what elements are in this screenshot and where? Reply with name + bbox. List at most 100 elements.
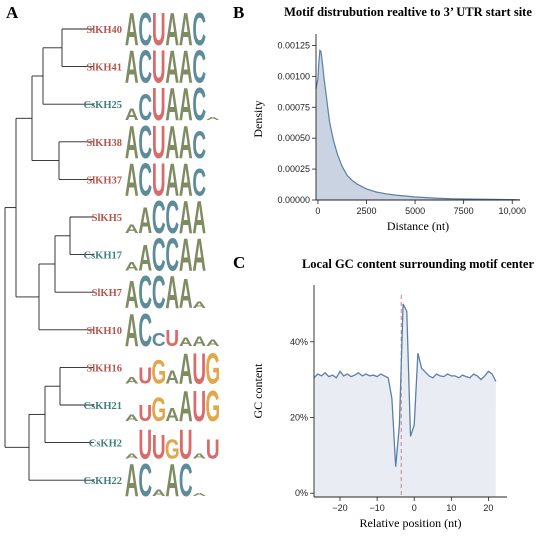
density-chart: Motif distrubution realtive to 3’ UTR st…	[251, 5, 532, 233]
logo-letter: A	[192, 333, 206, 349]
logo-letter: U	[152, 4, 166, 55]
x-tick-label: −10	[369, 503, 384, 513]
gc-content-chart: Local GC content surrounding motif cente…	[251, 257, 534, 530]
logo-letter: A	[192, 192, 206, 243]
logo-letter: A	[192, 453, 206, 461]
logo-letter: A	[152, 488, 166, 499]
logo-letter: C	[152, 230, 166, 281]
x-tick-label: 5000	[405, 206, 425, 216]
logo-letter: C	[192, 4, 206, 55]
x-tick-label: −20	[332, 503, 347, 513]
phylogenetic-tree	[4, 28, 94, 481]
x-axis-label: Distance (nt)	[387, 219, 449, 233]
gc-line	[313, 303, 497, 467]
logo-letter: A	[125, 42, 139, 93]
logo-letter: A	[138, 238, 152, 279]
logo-letter: A	[179, 4, 193, 55]
density-line	[315, 48, 521, 201]
logo-letter: C	[138, 4, 152, 55]
x-tick-label: 10	[446, 503, 456, 513]
logo-letter: A	[125, 4, 139, 55]
logo-letter: A	[179, 42, 193, 93]
logo-letter: C	[179, 456, 193, 507]
logo-letter: A	[179, 230, 193, 281]
logo-letter: U	[206, 434, 220, 465]
logo-letter: A	[206, 116, 220, 121]
gc-area	[314, 303, 496, 497]
logo-letter: G	[205, 382, 220, 431]
leaf-label: CsKH21	[83, 401, 122, 412]
logo-letter: C	[152, 329, 166, 350]
logo-letter: A	[179, 344, 193, 393]
leaf-label: SlKH16	[86, 363, 122, 374]
logo-letter: C	[192, 80, 206, 131]
logo-letter: U	[138, 421, 152, 467]
logo-letter: A	[125, 375, 139, 386]
logo-letter: C	[138, 117, 152, 168]
y-tick-label: 0.00000	[277, 195, 310, 205]
logo-letter: A	[125, 273, 139, 318]
leaf-label: SlKH10	[86, 326, 122, 337]
logo-letter: A	[125, 261, 139, 273]
logo-letter: A	[125, 305, 139, 356]
logo-letter: U	[165, 326, 179, 351]
leaf-label: CsKH2	[89, 439, 122, 450]
logo-letter: U	[138, 401, 152, 426]
x-tick-label: 20	[483, 503, 493, 513]
logo-letter: G	[165, 434, 180, 465]
y-tick-label: 0%	[295, 488, 308, 498]
y-tick-label: 0.00100	[277, 71, 310, 81]
logo-letter: C	[138, 88, 152, 129]
logo-letter: A	[138, 200, 152, 241]
logo-letter: A	[165, 404, 179, 425]
leaf-label: CsKH17	[83, 251, 122, 262]
leaf-label: SlKH41	[86, 63, 122, 74]
logo-letter: U	[138, 364, 152, 389]
logo-letter: A	[206, 338, 220, 349]
logo-letter: A	[179, 382, 193, 431]
logo-letter: A	[179, 271, 193, 317]
y-tick-label: 0.00125	[277, 40, 310, 50]
logo-letter: A	[165, 4, 179, 55]
logo-letter: U	[152, 155, 166, 206]
logo-letter: A	[125, 155, 139, 206]
x-tick-label: 10,000	[498, 206, 526, 216]
x-tick-label: 2500	[356, 206, 376, 216]
y-tick-label: 0.00050	[277, 133, 310, 143]
logo-letter: A	[165, 456, 179, 507]
logo-letter: A	[179, 80, 193, 131]
logo-letter: U	[192, 344, 206, 393]
logo-letter: A	[179, 336, 193, 348]
logo-letter: A	[192, 300, 206, 311]
logo-letter: A	[125, 106, 139, 124]
logo-letter: A	[192, 230, 206, 281]
logo-letter: U	[152, 117, 166, 168]
logo-letter: C	[192, 42, 206, 93]
panel-letter-a: A	[6, 3, 19, 22]
leaf-label: CsKH25	[83, 100, 122, 111]
y-tick-label: 0.00025	[277, 164, 310, 174]
leaf-label: SlKH7	[92, 288, 122, 299]
leaf-label: SlKH40	[86, 25, 122, 36]
y-tick-label: 20%	[290, 413, 308, 423]
y-tick-label: 40%	[290, 337, 308, 347]
panel-letter-b: B	[233, 3, 244, 22]
logo-letter: A	[165, 155, 179, 206]
logo-letter: A	[179, 117, 193, 168]
logo-letter: A	[165, 117, 179, 168]
logo-letter: C	[165, 230, 179, 281]
logo-letter: C	[152, 268, 166, 319]
leaf-label: SlKH38	[86, 138, 122, 149]
logo-letter: A	[179, 192, 193, 243]
